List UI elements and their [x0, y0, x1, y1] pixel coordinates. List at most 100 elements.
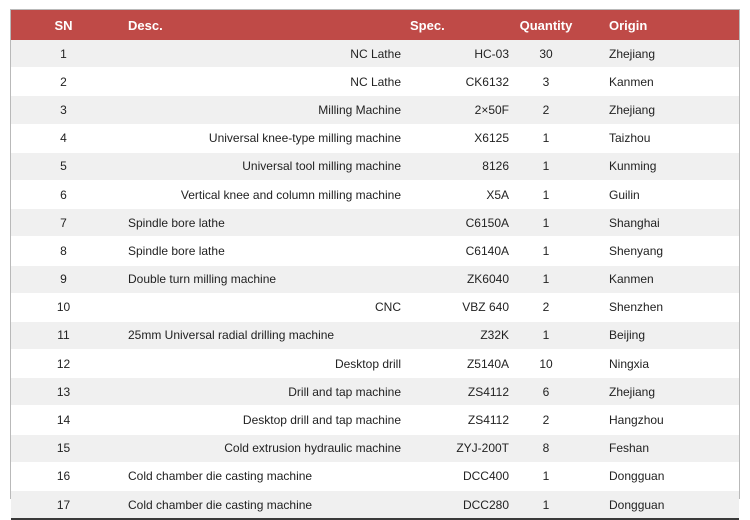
cell-desc: Desktop drill — [116, 349, 401, 379]
cell-spec: CK6132 — [401, 67, 511, 97]
cell-quantity: 2 — [511, 95, 581, 125]
cell-sn: 16 — [11, 462, 116, 492]
cell-spec: Z5140A — [401, 349, 511, 379]
cell-spec-text: CK6132 — [465, 74, 509, 89]
cell-quantity: 1 — [511, 236, 581, 266]
table-header-row: SN Desc. Spec. Quantity Origin — [11, 10, 739, 40]
cell-desc: Drill and tap machine — [116, 377, 401, 407]
cell-spec-text: DCC280 — [462, 497, 509, 512]
cell-origin: Hangzhou — [581, 405, 739, 435]
cell-spec-text: X6125 — [474, 131, 509, 146]
table-row: 8 Spindle bore lathe C6140A 1 Shenyang — [11, 236, 739, 266]
cell-spec: VBZ 640 — [401, 293, 511, 322]
table-row: 7 Spindle bore lathe C6150A 1 Shanghai — [11, 208, 739, 238]
cell-desc: Spindle bore lathe — [116, 208, 401, 238]
table-row: 12 Desktop drill Z5140A 10 Ningxia — [11, 349, 739, 379]
cell-desc-text: NC Lathe — [350, 74, 401, 89]
cell-sn: 17 — [11, 490, 116, 520]
cell-quantity: 3 — [511, 67, 581, 97]
cell-spec-text: 8126 — [482, 159, 509, 174]
cell-spec: HC-03 — [401, 40, 511, 69]
cell-quantity: 1 — [511, 124, 581, 153]
cell-desc-text: Cold extrusion hydraulic machine — [224, 441, 401, 456]
cell-sn: 12 — [11, 349, 116, 379]
cell-desc-text: Universal tool milling machine — [242, 159, 401, 174]
cell-quantity: 1 — [511, 152, 581, 181]
header-desc: Desc. — [116, 10, 401, 40]
cell-sn: 13 — [11, 377, 116, 407]
cell-quantity: 1 — [511, 208, 581, 238]
cell-sn: 3 — [11, 95, 116, 125]
cell-desc: NC Lathe — [116, 40, 401, 69]
cell-desc-text: Spindle bore lathe — [128, 215, 225, 230]
cell-quantity: 1 — [511, 321, 581, 351]
cell-spec-text: VBZ 640 — [462, 300, 509, 315]
cell-spec: C6140A — [401, 236, 511, 266]
cell-desc: Cold extrusion hydraulic machine — [116, 434, 401, 463]
table-row: 11 25mm Universal radial drilling machine… — [11, 321, 739, 351]
cell-spec-text: X5A — [486, 187, 509, 202]
cell-quantity: 1 — [511, 265, 581, 294]
header-spec-label: Spec. — [410, 17, 445, 33]
header-origin: Origin — [581, 10, 739, 40]
cell-desc: Cold chamber die casting machine — [116, 462, 401, 492]
table-row: 13 Drill and tap machine ZS4112 6 Zhejiang — [11, 377, 739, 407]
cell-spec-text: ZK6040 — [466, 272, 509, 287]
table-row: 10 CNC VBZ 640 2 Shenzhen — [11, 293, 739, 322]
table-row: 14 Desktop drill and tap machine ZS4112 2 Ha… — [11, 405, 739, 435]
cell-spec: DCC400 — [401, 462, 511, 492]
table-row: 17 Cold chamber die casting machine DCC280… — [11, 490, 739, 520]
table-row: 16 Cold chamber die casting machine DCC400… — [11, 462, 739, 492]
cell-desc-text: CNC — [375, 300, 401, 315]
cell-origin: Taizhou — [581, 124, 739, 153]
cell-desc-text: Cold chamber die casting machine — [128, 469, 313, 484]
cell-spec: ZS4112 — [401, 377, 511, 407]
cell-spec-text: C6150A — [465, 215, 509, 230]
cell-sn: 10 — [11, 293, 116, 322]
cell-spec-text: ZS4112 — [467, 384, 509, 399]
cell-desc: 25mm Universal radial drilling machine — [116, 321, 401, 351]
cell-origin: Zhejiang — [581, 95, 739, 125]
cell-spec-text: HC-03 — [474, 46, 509, 61]
cell-spec: Z32K — [401, 321, 511, 351]
table-row: 15 Cold extrusion hydraulic machine ZYJ-20… — [11, 434, 739, 463]
cell-sn: 14 — [11, 405, 116, 435]
cell-spec-text: C6140A — [465, 243, 509, 258]
cell-desc-text: Milling Machine — [318, 102, 401, 117]
cell-origin: Kanmen — [581, 67, 739, 97]
cell-desc-text: NC Lathe — [350, 46, 401, 61]
cell-desc-text: Desktop drill — [334, 356, 401, 371]
cell-desc-text: Double turn milling machine — [128, 272, 277, 287]
header-spec: Spec. — [401, 10, 511, 40]
cell-origin: Dongguan — [581, 462, 739, 492]
cell-origin: Zhejiang — [581, 377, 739, 407]
cell-spec: DCC280 — [401, 490, 511, 520]
cell-origin: Kanmen — [581, 265, 739, 294]
table-row: 6 Vertical knee and column milling machin… — [11, 180, 739, 210]
cell-spec-text: ZYJ-200T — [456, 441, 509, 456]
cell-origin: Ningxia — [581, 349, 739, 379]
cell-origin: Shenzhen — [581, 293, 739, 322]
cell-quantity: 10 — [511, 349, 581, 379]
cell-spec: 8126 — [401, 152, 511, 181]
cell-spec-text: Z32K — [480, 328, 509, 343]
cell-desc-text: 25mm Universal radial drilling machine — [128, 328, 335, 343]
table-row: 9 Double turn milling machine ZK6040 1 Kanme… — [11, 265, 739, 294]
cell-origin: Dongguan — [581, 490, 739, 520]
cell-quantity: 2 — [511, 405, 581, 435]
cell-sn: 9 — [11, 265, 116, 294]
cell-desc: CNC — [116, 293, 401, 322]
cell-sn: 11 — [11, 321, 116, 351]
cell-desc: Universal knee-type milling machine — [116, 124, 401, 153]
cell-spec: X5A — [401, 180, 511, 210]
cell-origin: Shenyang — [581, 236, 739, 266]
cell-desc-text: Vertical knee and column milling machine — [180, 187, 401, 202]
cell-spec-text: 2×50F — [474, 102, 509, 117]
cell-spec: ZK6040 — [401, 265, 511, 294]
cell-quantity: 8 — [511, 434, 581, 463]
cell-sn: 2 — [11, 67, 116, 97]
cell-spec-text: Z5140A — [466, 356, 509, 371]
table-row: 5 Universal tool milling machine 8126 1 Kunm… — [11, 152, 739, 181]
cell-desc: Universal tool milling machine — [116, 152, 401, 181]
cell-quantity: 1 — [511, 462, 581, 492]
